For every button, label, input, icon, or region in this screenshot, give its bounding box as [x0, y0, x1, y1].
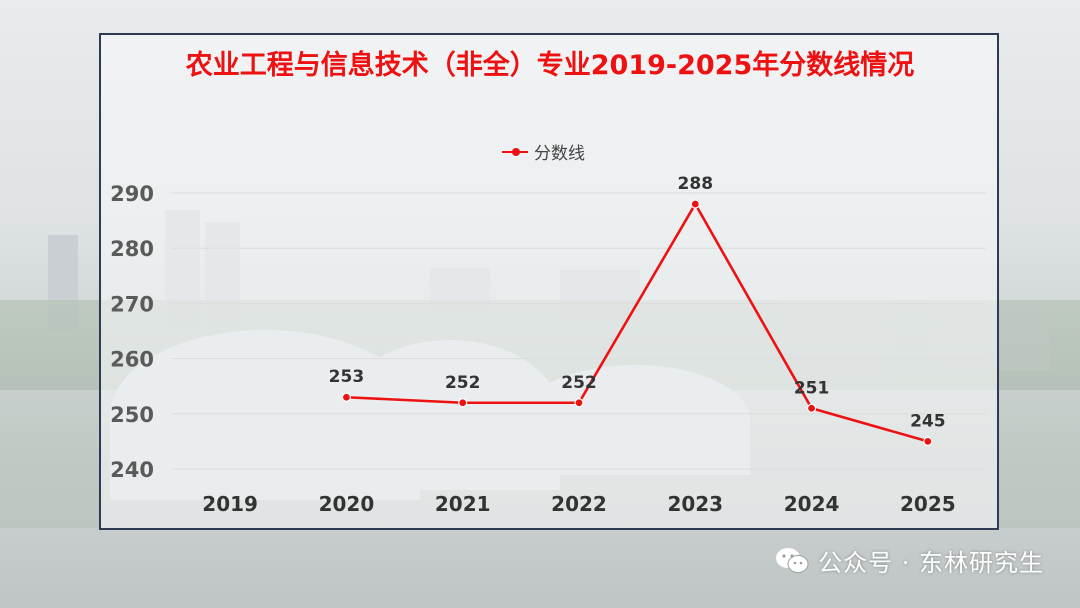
data-point: [341, 392, 352, 402]
data-point: [458, 398, 468, 408]
series-line: [346, 202, 929, 443]
data-point: [923, 436, 933, 446]
data-label: 251: [794, 378, 830, 398]
data-label: 252: [445, 373, 481, 393]
watermark: 公众号 · 东林研究生: [774, 543, 1044, 578]
x-tick-label: 2020: [319, 492, 375, 516]
data-point: [690, 199, 700, 209]
y-tick-label: 250: [110, 403, 154, 427]
y-tick-label: 240: [110, 458, 154, 482]
legend: 分数线: [502, 139, 585, 164]
legend-swatch: [502, 145, 528, 159]
data-label: 253: [329, 367, 365, 387]
data-point: [806, 403, 817, 413]
wechat-icon: [776, 547, 809, 573]
x-tick-label: 2024: [784, 492, 840, 516]
y-tick-label: 290: [110, 182, 154, 206]
data-point: [574, 398, 584, 408]
data-label: 288: [678, 174, 714, 194]
data-label: 252: [561, 373, 597, 393]
watermark-text: 公众号 · 东林研究生: [818, 549, 1044, 577]
x-tick-label: 2022: [551, 492, 607, 516]
x-tick-label: 2023: [667, 492, 723, 516]
x-tick-label: 2025: [900, 492, 956, 516]
y-tick-label: 280: [110, 237, 154, 261]
x-tick-label: 2021: [435, 492, 491, 516]
y-tick-label: 270: [110, 292, 154, 316]
legend-label: 分数线: [534, 144, 585, 164]
chart-title: 农业工程与信息技术（非全）专业2019-2025年分数线情况: [185, 50, 915, 81]
data-label: 245: [910, 411, 946, 431]
y-tick-label: 260: [110, 348, 154, 372]
chart-panel: [99, 33, 999, 530]
x-tick-label: 2019: [202, 492, 258, 516]
